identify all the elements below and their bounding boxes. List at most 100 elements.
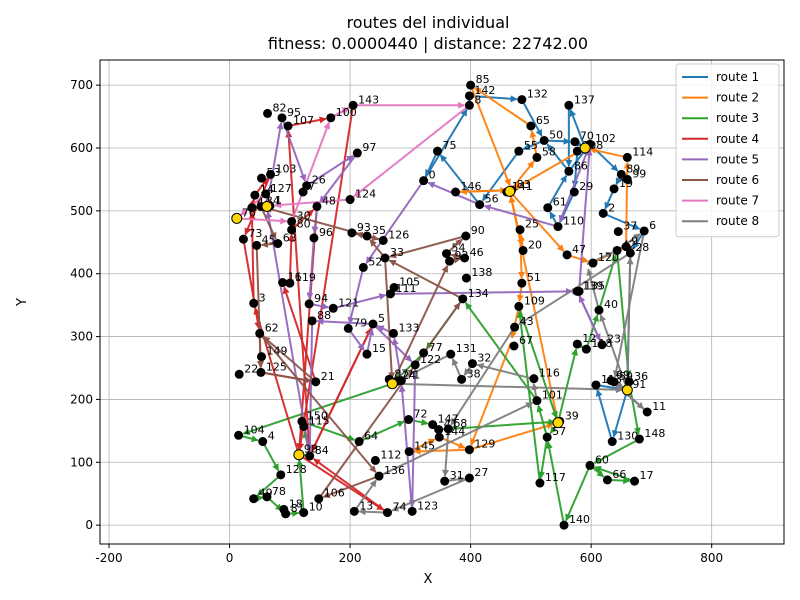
customer-node [594, 305, 604, 315]
routes-layer [236, 84, 648, 526]
node-label: 94 [314, 292, 328, 305]
node-label: 30 [297, 210, 311, 223]
route-segment [396, 353, 452, 383]
customer-node [314, 494, 324, 504]
route-segment [483, 204, 559, 228]
route-segment [259, 206, 277, 240]
route-segment [319, 152, 359, 204]
legend-label: route 4 [716, 132, 759, 146]
node-label: 7 [308, 180, 315, 193]
customer-node [613, 227, 623, 237]
route-segment [558, 143, 591, 223]
customer-node [639, 226, 649, 236]
node-label: 21 [321, 370, 335, 383]
route-segment [557, 348, 578, 423]
customer-node [597, 340, 607, 350]
route-segment [391, 477, 470, 512]
depot-node [293, 449, 305, 461]
route-segment [332, 293, 387, 310]
customer-node [539, 135, 549, 145]
plot-frame [99, 59, 785, 545]
customer-node [345, 195, 355, 205]
node-label: 88 [317, 309, 331, 322]
customer-node [247, 203, 257, 213]
node-label: 121 [338, 296, 359, 309]
customer-node [388, 328, 398, 338]
customer-node [445, 256, 455, 266]
route-segment [517, 306, 558, 419]
node-label: 144 [444, 425, 465, 438]
customer-node [348, 100, 358, 110]
node-label: 137 [574, 93, 595, 106]
customer-node [464, 473, 474, 483]
node-label: 17 [640, 469, 654, 482]
y-tick-label: 400 [70, 267, 93, 281]
node-label: 80 [297, 218, 311, 231]
node-label: 124 [355, 188, 376, 201]
node-label: 147 [438, 413, 459, 426]
customer-node [328, 303, 338, 313]
route-segment [565, 465, 591, 522]
customer-node [311, 377, 321, 387]
node-label: 102 [595, 132, 616, 145]
customer-node [517, 95, 527, 105]
x-axis-label: X [424, 572, 433, 587]
customer-node [238, 234, 248, 244]
customer-node [542, 432, 552, 442]
customer-node [309, 233, 319, 243]
customer-node [466, 80, 476, 90]
customer-node [263, 108, 273, 118]
node-label: 125 [266, 360, 287, 373]
route-segment [593, 438, 640, 464]
route-segment [469, 94, 518, 103]
route-segment [274, 198, 351, 209]
route-segment [474, 87, 532, 127]
route-segment [450, 326, 516, 426]
customer-node [380, 253, 390, 263]
customer-node [362, 231, 372, 241]
legend: route 1 route 2 route 3 route 4 route 5 route… [675, 63, 780, 238]
node-label: 148 [644, 427, 665, 440]
customer-node [564, 166, 574, 176]
x-tick-label: -200 [95, 551, 122, 565]
route-segment [317, 302, 461, 500]
route-segment [287, 116, 327, 127]
customer-node [273, 239, 283, 249]
node-label: 3 [259, 291, 266, 304]
customer-node [257, 173, 267, 183]
route-segment [469, 422, 554, 451]
x-tick-label: 400 [459, 551, 482, 565]
customer-node [276, 470, 286, 480]
customer-node [602, 475, 612, 485]
node-label: 8 [474, 93, 481, 106]
node-label: 47 [572, 243, 586, 256]
node-label: 39 [565, 409, 579, 422]
route-segment [424, 150, 439, 177]
route-segment [464, 302, 538, 402]
x-tick-label: 200 [339, 551, 362, 565]
customer-node [442, 249, 452, 259]
customer-node [509, 341, 519, 351]
node-label: 31 [450, 469, 464, 482]
customer-node [464, 445, 474, 455]
node-label: 98 [304, 443, 318, 456]
customer-node [457, 374, 467, 384]
customer-node [255, 328, 265, 338]
node-label: 132 [527, 88, 548, 101]
customer-node [434, 425, 444, 435]
customer-node [419, 176, 429, 186]
node-label: 75 [442, 139, 456, 152]
customer-node [451, 187, 461, 197]
customer-node [434, 432, 444, 442]
customer-node [529, 374, 539, 384]
node-label: 126 [388, 228, 409, 241]
route-segment [594, 465, 635, 483]
legend-box [675, 63, 780, 238]
customer-node [326, 113, 336, 123]
customer-node [559, 520, 569, 530]
customer-node [404, 447, 414, 457]
customer-node [278, 278, 288, 288]
y-tick-label: 0 [85, 518, 93, 532]
route-segment [442, 428, 450, 477]
